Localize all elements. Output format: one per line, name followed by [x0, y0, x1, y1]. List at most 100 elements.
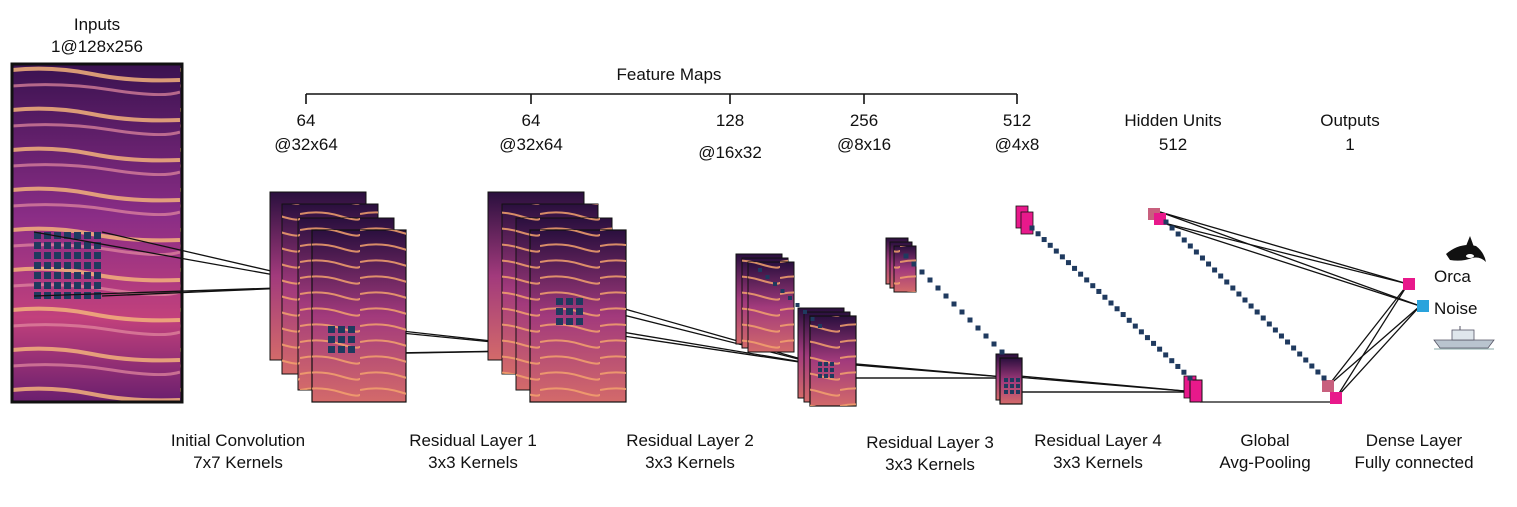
kernel-cell [84, 292, 91, 299]
kernel-cell [328, 336, 335, 343]
kernel-cell [94, 252, 101, 259]
kernel-cell [34, 282, 41, 289]
chain-dot [975, 325, 981, 331]
kernel-cell [34, 242, 41, 249]
kernel-cell [64, 272, 71, 279]
kernel-cell [54, 252, 61, 259]
chain-dot [1248, 303, 1254, 309]
kernel-cell [84, 242, 91, 249]
kernel-cell [576, 308, 583, 315]
chain-dot [1047, 242, 1053, 248]
kernel-cell [830, 374, 834, 378]
chain-dot [991, 341, 997, 347]
chain-dot [951, 301, 957, 307]
chain-dot [1090, 283, 1096, 289]
fm1-count: 64 [297, 111, 316, 130]
chain-dot [1114, 306, 1120, 312]
chain-dot [1297, 351, 1303, 357]
chain-dot [927, 277, 933, 283]
feature-maps-title: Feature Maps [617, 65, 722, 84]
chain-dot [1120, 312, 1126, 318]
chain-dot [1144, 335, 1150, 341]
chain-dot [758, 268, 762, 272]
chain-dot [1157, 346, 1163, 352]
boat-icon [1433, 326, 1495, 350]
feature-maps-bracket [305, 93, 1018, 104]
kernel-cell [54, 262, 61, 269]
chain-dot [1078, 271, 1084, 277]
kernel-cell [74, 262, 81, 269]
chain-dot [780, 289, 785, 293]
inputs-title: Inputs [74, 15, 120, 34]
kernel-cell [824, 368, 828, 372]
chain-dot [999, 349, 1005, 355]
chain-dot [795, 303, 800, 307]
kernel-cell [34, 262, 41, 269]
kernel-cell [818, 374, 822, 378]
kernel-cell [74, 232, 81, 239]
feature-map-stack-1 [269, 191, 407, 403]
label-global-pooling: Global [1240, 431, 1289, 450]
label-residual-2: Residual Layer 2 [626, 431, 754, 450]
orca-icon [1446, 236, 1486, 262]
connection-lines [33, 211, 1421, 403]
kernel-cell [1016, 384, 1020, 388]
hidden-units-title: Hidden Units [1124, 111, 1221, 130]
map3-kernel-grid [818, 362, 834, 378]
kernel-cell [830, 362, 834, 366]
kernel-cell [94, 232, 101, 239]
kernel-cell [1004, 384, 1008, 388]
kernel-cell [94, 292, 101, 299]
kernel-cell [34, 272, 41, 279]
kernel-cell [54, 282, 61, 289]
kernel-cell [94, 272, 101, 279]
chain-dot [911, 261, 917, 267]
kernel-cell [338, 336, 345, 343]
chain-dot [1126, 317, 1132, 323]
fm3-dimension: @16x32 [698, 143, 762, 162]
label-residual-1: Residual Layer 1 [409, 431, 537, 450]
map4-kernel-grid [1004, 378, 1020, 394]
map2-kernel-grid [556, 298, 583, 325]
chain-dot [1309, 363, 1315, 369]
label-residual-3-kernel: 3x3 Kernels [885, 455, 975, 474]
kernel-cell [348, 346, 355, 353]
kernel-cell [94, 262, 101, 269]
kernel-cell [818, 362, 822, 366]
feature-map-stack-2 [487, 191, 627, 403]
chain-dot [1181, 237, 1187, 243]
label-initial-kernel: 7x7 Kernels [193, 453, 283, 472]
kernel-cell [64, 232, 71, 239]
kernel-cell [84, 272, 91, 279]
label-global-pooling-sub: Avg-Pooling [1219, 453, 1310, 472]
input-kernel-grid [34, 232, 101, 299]
chain-dot [1206, 261, 1212, 267]
chain-dot [1065, 260, 1071, 266]
kernel-cell [556, 318, 563, 325]
chain-dot [919, 269, 925, 275]
kernel-cell [348, 326, 355, 333]
kernel-cell [1010, 384, 1014, 388]
kernel-cell [818, 368, 822, 372]
inputs-dimension: 1@128x256 [51, 37, 143, 56]
chain-dot [1059, 254, 1065, 260]
chain-dot [788, 296, 792, 300]
chain-dot [1053, 248, 1059, 254]
fm5-count: 512 [1003, 111, 1031, 130]
class-label-orca: Orca [1434, 267, 1471, 286]
chain-dot [903, 253, 909, 259]
kernel-cell [338, 326, 345, 333]
chain-dot [1151, 340, 1157, 346]
kernel-cell [576, 318, 583, 325]
chain-dot [1266, 321, 1272, 327]
chain-dot [803, 310, 807, 314]
kernel-cell [44, 282, 51, 289]
chain-dot [1321, 375, 1327, 381]
chain-dot [1236, 291, 1242, 297]
chain-dot [773, 282, 777, 286]
chain-dot [765, 275, 770, 279]
dotted-chains [758, 219, 1327, 381]
chain-dot [1169, 358, 1175, 364]
kernel-cell [94, 282, 101, 289]
